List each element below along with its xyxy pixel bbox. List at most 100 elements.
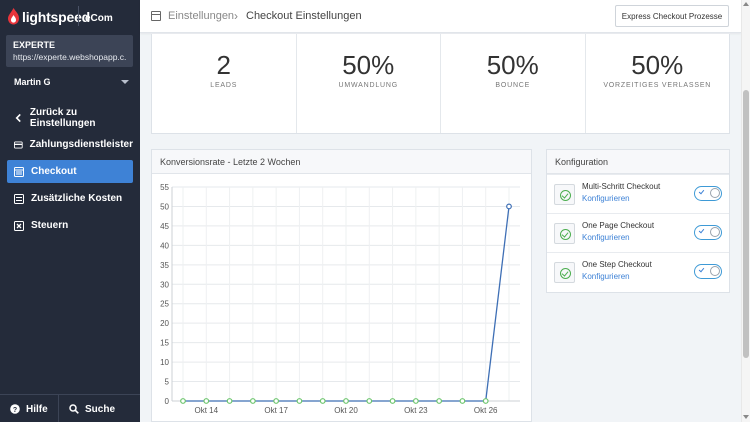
stat-value: 50% [631,50,684,80]
x-tick-label: Okt 17 [264,406,288,415]
search-button[interactable]: Suche [69,395,115,422]
sidebar: lightspeed eCom EXPERTE https://experte.… [0,0,140,422]
data-point [249,398,256,404]
data-point [203,398,210,404]
chevron-left-icon [15,113,21,122]
stat-label: LEADS [210,82,238,89]
top-header: Einstellungen › Checkout Einstellungen E… [140,0,741,33]
breadcrumb-settings[interactable]: Einstellungen [168,10,235,22]
x-tick-label: Okt 26 [474,406,498,415]
nav-label: Checkout [31,166,77,177]
nav-payment-providers[interactable]: Zahlungsdienstleister [7,133,133,156]
stat-value: 50% [342,50,395,80]
scroll-down-icon[interactable] [743,415,749,419]
search-icon [69,404,79,414]
data-point [273,398,280,404]
user-menu[interactable]: Martin G [14,77,129,91]
checkout-toggle[interactable] [694,225,722,240]
config-item-name: One Step Checkout [582,260,652,269]
conversion-chart-card: Konversionsrate - Letzte 2 Wochen 0 5 10 15… [151,149,532,422]
settings-page-icon [151,11,161,21]
stat-value: 50% [486,50,539,80]
nav-label: Steuern [31,220,69,231]
stat-label: BOUNCE [495,82,531,89]
stat-leads: 2 LEADS [152,34,297,133]
footer-divider [58,395,59,422]
brand-name: lightspeed [22,8,91,25]
caret-down-icon [121,80,129,84]
data-point [366,398,373,404]
brand-product: eCom [85,13,113,24]
config-row-multi-step: Multi-Schritt Checkout Konfigurieren [547,174,729,213]
checkout-icon [14,166,24,177]
svg-text:?: ? [13,407,17,414]
help-button[interactable]: ? Hilfe [10,395,48,422]
toggle-knob [710,188,720,198]
y-tick-label: 5 [165,378,170,387]
data-point [180,398,186,404]
checkout-toggle[interactable] [694,186,722,201]
plus-box-icon [14,193,24,204]
y-tick-label: 20 [160,319,169,328]
x-tick-label: Okt 20 [334,406,358,415]
check-circle-icon [554,184,575,205]
shop-selector[interactable]: EXPERTE https://experte.webshopapp.c... [6,35,133,67]
nav-back-to-settings[interactable]: Zurück zu Einstellungen [7,106,133,129]
data-point [296,398,303,404]
y-tick-label: 15 [160,339,169,348]
nav-additional-costs[interactable]: Zusätzliche Kosten [7,187,133,210]
x-tick-label: Okt 14 [194,406,218,415]
config-item-name: One Page Checkout [582,221,655,230]
toggle-knob [710,227,720,237]
y-tick-label: 40 [160,241,169,250]
page-scrollbar[interactable] [741,0,750,422]
stat-early-exit: 50% VORZEITIGES VERLASSEN [586,34,730,133]
configure-link[interactable]: Konfigurieren [582,233,630,242]
check-icon [698,266,705,273]
conversion-chart: 0 5 10 15 20 25 30 35 40 45 50 55 Okt 14 Okt 17 Okt 20… [160,183,520,415]
help-icon: ? [10,404,20,414]
y-tick-label: 50 [160,202,169,211]
data-point [412,398,419,404]
tax-icon [14,220,24,231]
data-point [436,398,443,404]
flame-icon [8,8,19,25]
data-point [226,398,233,404]
sidebar-footer: ? Hilfe Suche [0,394,140,422]
y-tick-label: 25 [160,300,169,309]
express-checkout-button[interactable]: Express Checkout Prozesse [615,5,729,27]
stat-label: UMWANDLUNG [338,82,398,89]
config-item-name: Multi-Schritt Checkout [582,182,661,191]
stat-label: VORZEITIGES VERLASSEN [603,82,712,89]
y-tick-label: 35 [160,261,169,270]
check-circle-icon [554,223,575,244]
y-tick-label: 55 [160,183,169,192]
chart-card-title: Konversionsrate - Letzte 2 Wochen [152,150,531,174]
scrollbar-thumb[interactable] [743,90,749,358]
data-point [343,398,349,404]
page-title: Checkout Einstellungen [246,10,362,22]
check-circle-icon [554,262,575,283]
search-label: Suche [85,403,116,415]
y-tick-label: 30 [160,280,169,289]
check-icon [698,227,705,234]
nav-label: Zahlungsdienstleister [29,139,133,150]
y-tick-label: 45 [160,222,169,231]
nav-checkout[interactable]: Checkout [7,160,133,183]
nav-taxes[interactable]: Steuern [7,214,133,237]
data-point [459,398,466,404]
check-icon [698,188,705,195]
y-tick-label: 0 [165,397,170,406]
brand-logo[interactable]: lightspeed [7,8,90,25]
config-row-one-step: One Step Checkout Konfigurieren [547,252,729,291]
configure-link[interactable]: Konfigurieren [582,194,630,203]
configure-link[interactable]: Konfigurieren [582,272,630,281]
shop-name: EXPERTE [13,40,56,50]
shop-url: https://experte.webshopapp.c... [13,52,126,62]
help-label: Hilfe [26,403,48,415]
checkout-toggle[interactable] [694,264,722,279]
nav-label: Zurück zu Einstellungen [29,106,96,129]
y-tick-label: 10 [160,358,169,367]
data-point [482,398,489,404]
scroll-up-icon[interactable] [743,2,749,6]
